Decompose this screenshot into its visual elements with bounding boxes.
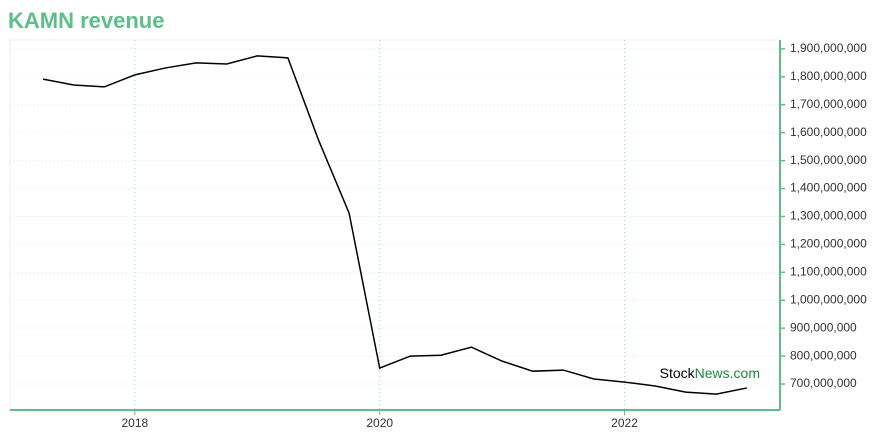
y-tick-label: 1,500,000,000 (790, 153, 867, 167)
y-tick-label: 1,800,000,000 (790, 69, 867, 83)
y-tick-label: 1,200,000,000 (790, 237, 867, 251)
watermark: StockNews.com (660, 365, 760, 381)
y-tick-label: 1,000,000,000 (790, 292, 867, 306)
chart-title: KAMN revenue (8, 8, 164, 33)
y-tick-label: 1,400,000,000 (790, 181, 867, 195)
watermark-suffix: News.com (695, 365, 760, 381)
line (42, 55, 748, 395)
y-tick-label: 1,100,000,000 (790, 265, 867, 279)
y-tick-label: 900,000,000 (790, 320, 857, 334)
x-tick-label: 2018 (122, 416, 149, 430)
y-tick-label: 1,300,000,000 (790, 209, 867, 223)
x-tick-label: 2022 (611, 416, 638, 430)
y-tick-label: 1,700,000,000 (790, 97, 867, 111)
plot-area (9, 39, 781, 411)
y-tick-label: 1,600,000,000 (790, 125, 867, 139)
y-tick-label: 1,900,000,000 (790, 41, 867, 55)
x-tick-label: 2020 (366, 416, 393, 430)
y-tick-label: 700,000,000 (790, 376, 857, 390)
y-tick-label: 800,000,000 (790, 348, 857, 362)
watermark-prefix: Stock (660, 365, 696, 381)
